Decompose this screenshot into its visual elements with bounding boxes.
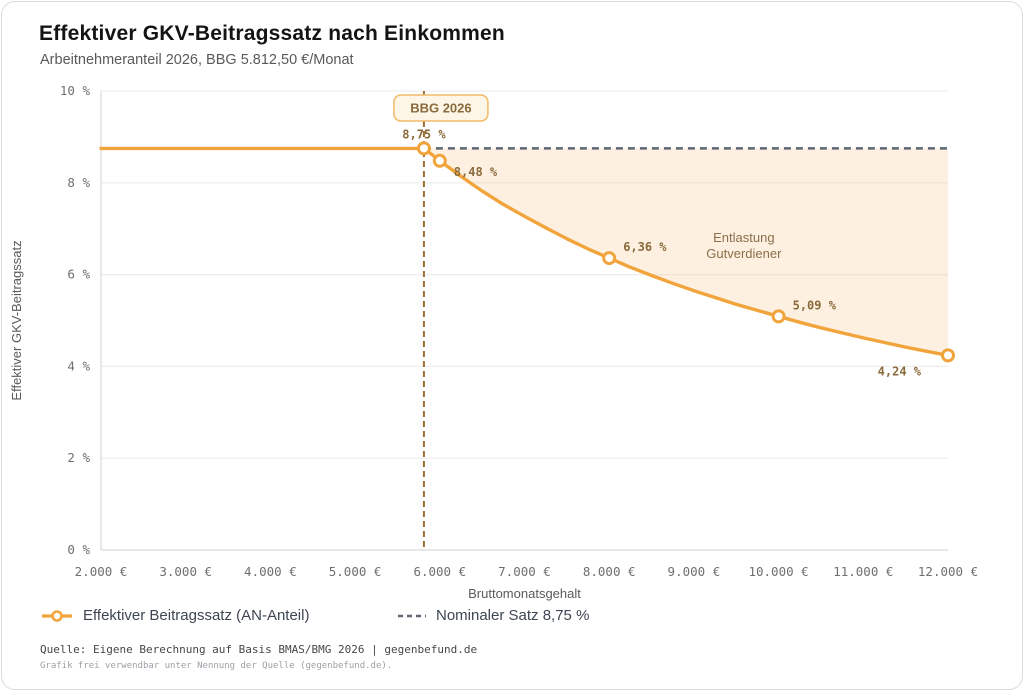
y-tick-label: 8 % (67, 175, 90, 190)
footer-license: Grafik frei verwendbar unter Nennung der… (40, 661, 393, 671)
x-tick-label: 5.000 € (329, 564, 382, 579)
bbg-badge-label: BBG 2026 (410, 101, 471, 116)
y-tick-label: 10 % (60, 83, 91, 98)
page-subtitle: Arbeitnehmeranteil 2026, BBG 5.812,50 €/… (40, 52, 354, 68)
data-point-label: 5,09 % (793, 298, 837, 312)
page-title: Effektiver GKV-Beitragssatz nach Einkomm… (39, 22, 505, 45)
legend-label-nominal-rate: Nominaler Satz 8,75 % (436, 607, 590, 624)
data-point-marker (416, 141, 431, 156)
x-axis-title: Bruttomonatsgehalt (468, 586, 581, 601)
data-point-marker (432, 153, 447, 168)
x-tick-label: 6.000 € (413, 564, 466, 579)
x-tick-label: 7.000 € (498, 564, 551, 579)
y-tick-label: 4 % (67, 358, 90, 373)
x-tick-label: 12.000 € (918, 564, 978, 579)
dashed-line-marker-icon (398, 614, 426, 617)
annotation-entlastung: Entlastung (713, 230, 774, 245)
data-point-label: 4,24 % (878, 364, 922, 378)
relief-area-fill (423, 148, 948, 356)
footer-source: Quelle: Eigene Berechnung auf Basis BMAS… (40, 643, 478, 656)
x-tick-label: 2.000 € (75, 564, 128, 579)
legend-label-effective-rate: Effektiver Beitragssatz (AN-Anteil) (83, 607, 310, 624)
data-point-marker (941, 348, 955, 363)
line-circle-marker-icon (42, 609, 72, 622)
legend-item-effective-rate: Effektiver Beitragssatz (AN-Anteil) (40, 607, 309, 624)
x-tick-label: 3.000 € (159, 564, 212, 579)
x-tick-label: 9.000 € (668, 564, 721, 579)
bbg-badge (393, 94, 489, 122)
x-tick-label: 4.000 € (244, 564, 297, 579)
x-tick-label: 8.000 € (583, 564, 636, 579)
legend-circle-swatch (51, 609, 63, 622)
legend: Effektiver Beitragssatz (AN-Anteil) Nomi… (40, 607, 990, 629)
y-tick-label: 6 % (67, 267, 90, 282)
y-tick-label: 2 % (67, 450, 90, 465)
annotation-entlastung: Gutverdiener (706, 246, 782, 261)
data-point-label: 8,75 % (402, 127, 446, 141)
series-line (99, 146, 950, 358)
x-tick-label: 11.000 € (833, 564, 893, 579)
legend-item-nominal-rate: Nominaler Satz 8,75 % (397, 607, 589, 624)
x-tick-label: 10.000 € (748, 564, 808, 579)
data-point-label: 6,36 % (623, 240, 667, 254)
data-point-marker (602, 251, 617, 266)
data-point-label: 8,48 % (454, 165, 498, 179)
y-axis-title: Effektiver GKV-Beitragssatz (9, 240, 24, 400)
y-tick-label: 0 % (67, 542, 90, 557)
data-point-marker (771, 309, 786, 324)
